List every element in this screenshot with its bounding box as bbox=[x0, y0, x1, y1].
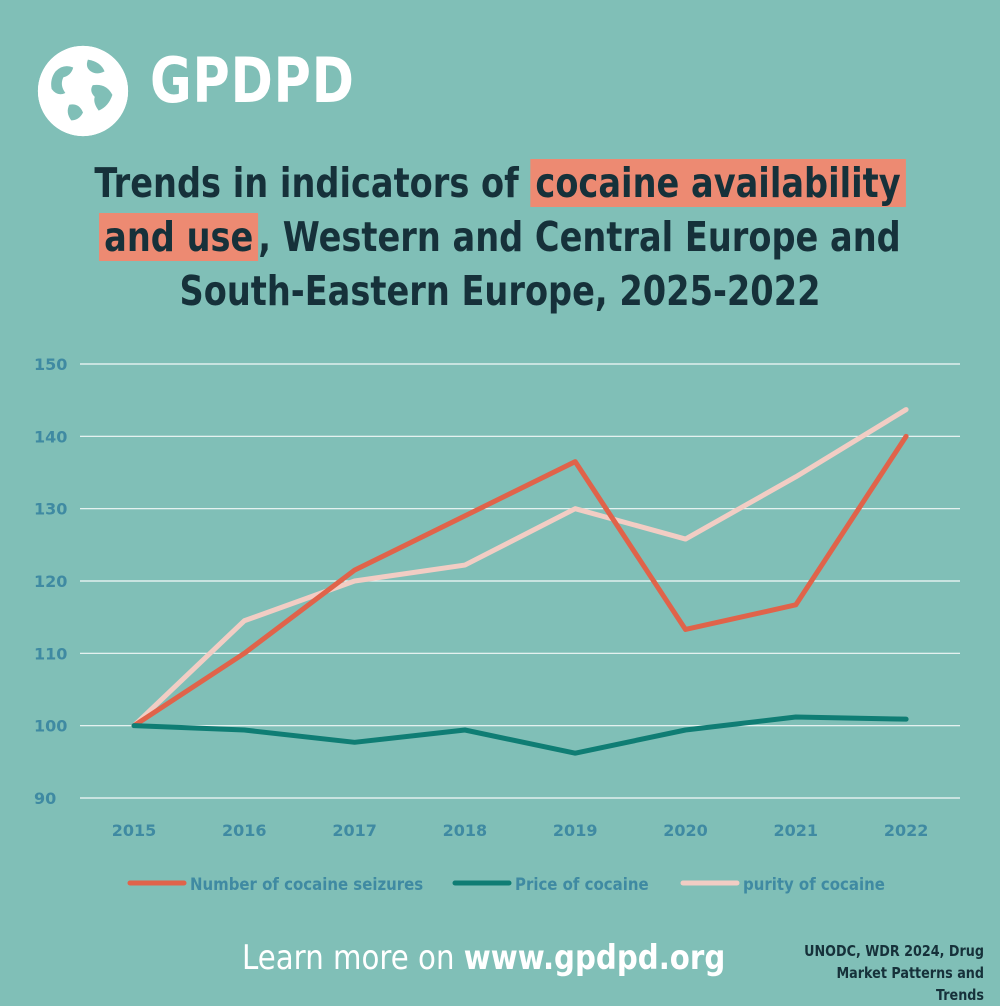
learn-more-text: Learn more on www.gpdpd.org bbox=[242, 938, 725, 978]
y-tick-label: 150 bbox=[34, 355, 67, 374]
legend-label: purity of cocaine bbox=[743, 874, 885, 894]
title-highlight-2: and use bbox=[99, 213, 259, 261]
x-tick-label: 2016 bbox=[222, 821, 267, 840]
legend-label: Number of cocaine seizures bbox=[190, 874, 423, 894]
learn-more-prefix: Learn more on bbox=[242, 938, 464, 978]
x-tick-label: 2021 bbox=[774, 821, 819, 840]
series-line-purity-of-cocaine bbox=[131, 407, 909, 729]
title-line3-text: South-Eastern Europe, 2025-2022 bbox=[179, 267, 821, 315]
source-line-1: UNODC, WDR 2024, Drug bbox=[804, 942, 984, 960]
y-tick-label: 140 bbox=[34, 427, 67, 446]
title-highlight-1: cocaine availability bbox=[530, 159, 906, 207]
series-line-number-of-cocaine-seizures bbox=[131, 433, 909, 729]
legend-label: Price of cocaine bbox=[515, 874, 649, 894]
line-chart: 90 100 110 120 130 140 150 2015 2016 2017 2018 2019… bbox=[34, 355, 960, 894]
y-tick-label: 130 bbox=[34, 500, 67, 519]
y-tick-label: 90 bbox=[34, 789, 56, 808]
source-line-2: Market Patterns and Trends bbox=[836, 964, 984, 1004]
y-tick-label: 110 bbox=[34, 644, 67, 663]
globe-logo-icon bbox=[37, 45, 129, 137]
title-line2-text: , Western and Central Europe and bbox=[258, 213, 901, 261]
brand-name: GPDPD bbox=[150, 44, 355, 117]
x-tick-label: 2018 bbox=[443, 821, 488, 840]
x-tick-label: 2020 bbox=[663, 821, 708, 840]
y-tick-label: 100 bbox=[34, 717, 67, 736]
source-note: UNODC, WDR 2024, Drug Market Patterns an… bbox=[789, 940, 984, 1006]
x-tick-label: 2015 bbox=[112, 821, 157, 840]
chart-title: Trends in indicators of cocaine availabi… bbox=[0, 156, 1000, 318]
title-line1-text: Trends in indicators of bbox=[94, 159, 531, 207]
y-tick-label: 120 bbox=[34, 572, 67, 591]
x-tick-label: 2022 bbox=[884, 821, 929, 840]
x-tick-label: 2017 bbox=[332, 821, 377, 840]
series-line-price-of-cocaine bbox=[131, 714, 909, 756]
website-link[interactable]: www.gpdpd.org bbox=[463, 938, 726, 978]
x-tick-label: 2019 bbox=[553, 821, 598, 840]
